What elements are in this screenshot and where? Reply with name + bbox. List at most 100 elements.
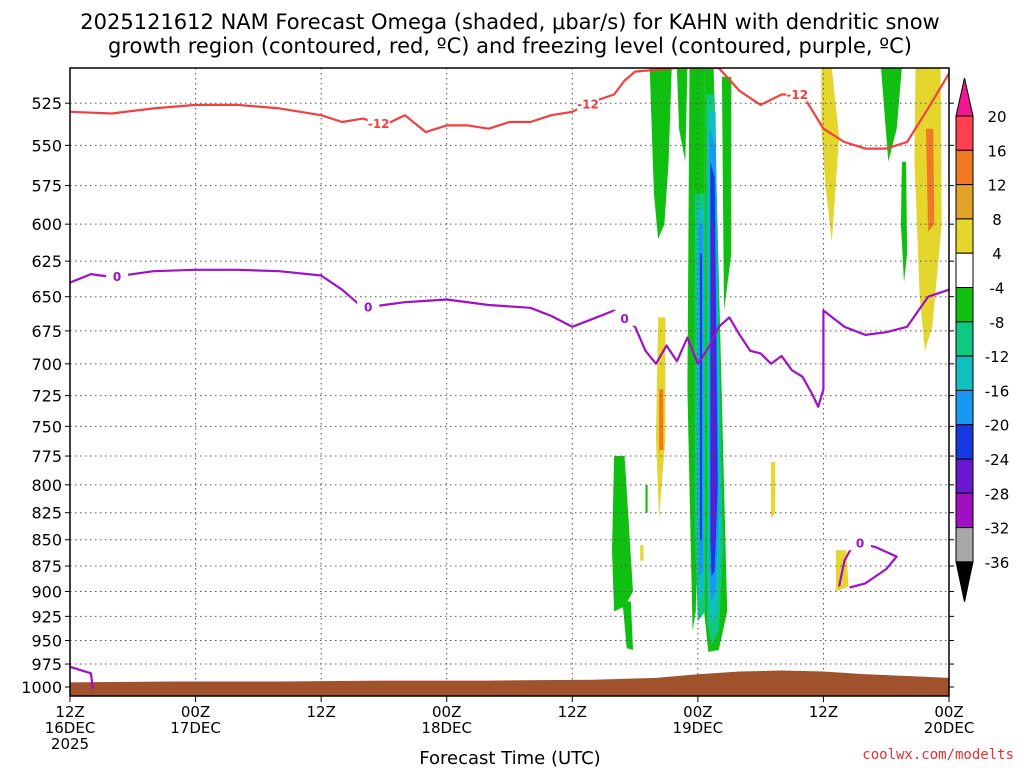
- colorbar-top-arrow: [955, 77, 974, 117]
- x-tick-label: 12Z: [306, 703, 335, 721]
- contour-label: 0: [113, 270, 121, 284]
- y-tick-label: 825: [31, 504, 62, 523]
- colorbar-label: -8: [990, 314, 1005, 332]
- contour-label-bg: [786, 86, 809, 102]
- colorbar-swatch: [955, 424, 974, 460]
- y-tick-label: 700: [31, 355, 62, 374]
- y-tick-label: 800: [31, 476, 62, 495]
- plot-frame: [69, 67, 950, 697]
- y-tick-label: 875: [31, 557, 62, 576]
- contour-line: [70, 268, 949, 408]
- contour-line: [70, 665, 95, 689]
- x-axis-label: Forecast Time (UTC): [419, 748, 600, 768]
- x-tick-label: 00Z: [432, 703, 461, 721]
- x-tick-label: 19DEC: [673, 719, 724, 737]
- omega-shade-region: [721, 76, 732, 311]
- y-tick-label: 550: [31, 136, 62, 155]
- grid-lines: [69, 68, 950, 696]
- colorbar-swatch: [955, 218, 974, 254]
- colorbar-swatch: [955, 115, 974, 151]
- contour-label-bg: [106, 268, 129, 284]
- colorbar-label: -28: [985, 485, 1010, 503]
- terrain: [70, 670, 949, 696]
- y-axis: 525 550 575 600 625 650 675 700 725 750 775 800 825 8…: [21, 94, 954, 697]
- colorbar-label: 12: [987, 177, 1006, 195]
- colorbar-swatch: [955, 252, 974, 288]
- y-tick-label: 900: [31, 583, 62, 602]
- contour-label-bg: [849, 535, 872, 551]
- contour-lines: [70, 68, 949, 689]
- omega-shade-region: [622, 601, 633, 650]
- colorbar-label: 16: [987, 142, 1006, 160]
- y-tick-label: 850: [31, 531, 62, 550]
- y-tick-label: 625: [31, 252, 62, 271]
- colorbar-swatch: [955, 458, 974, 494]
- x-tick-label: 00Z: [934, 703, 963, 721]
- contour-line: [838, 540, 898, 589]
- contour-label: 0: [620, 312, 628, 326]
- colorbar-label: -12: [985, 348, 1010, 366]
- colorbar-swatch: [955, 184, 974, 220]
- colorbar-swatch: [955, 149, 974, 186]
- contour-label: 0: [364, 301, 372, 315]
- y-tick-label: 750: [31, 417, 62, 436]
- x-tick-label: 20DEC: [924, 719, 975, 737]
- y-tick-label: 950: [31, 632, 62, 651]
- x-tick-label: 17DEC: [170, 719, 221, 737]
- y-tick-label: 675: [31, 322, 62, 341]
- x-tick-label: 12Z: [558, 703, 587, 721]
- colorbar-swatch: [955, 389, 974, 426]
- chart-title-line-2: growth region (contoured, red, ºC) and f…: [108, 34, 912, 58]
- colorbar-label: 8: [992, 211, 1002, 229]
- omega-shade-region: [676, 68, 688, 162]
- y-tick-label: 600: [31, 215, 62, 234]
- colorbar-label: -20: [985, 417, 1010, 435]
- credit-text: coolwx.com/modelts: [862, 747, 1014, 763]
- colorbar-swatch: [955, 527, 974, 563]
- x-tick-label: 18DEC: [421, 719, 472, 737]
- contour-label: -12: [368, 117, 390, 131]
- y-tick-label: 525: [31, 94, 62, 113]
- omega-shade-region: [926, 128, 935, 232]
- omega-shade-region: [821, 68, 840, 243]
- omega-shade-region: [659, 389, 664, 451]
- y-tick-label: 650: [31, 288, 62, 307]
- colorbar-swatch: [955, 321, 974, 357]
- omega-shade-region: [700, 253, 702, 540]
- colorbar-label: -32: [985, 520, 1010, 538]
- colorbar-label: 4: [992, 245, 1002, 263]
- contour-label-bg: [576, 96, 599, 112]
- contour-label: -12: [786, 88, 808, 102]
- chart-title-line-1: 2025121612 NAM Forecast Omega (shaded, μ…: [80, 10, 939, 34]
- x-tick-label: 16DEC: [45, 719, 96, 737]
- contour-label-bg: [613, 310, 636, 326]
- x-tick-label: 12Z: [55, 703, 84, 721]
- x-tick-label: 00Z: [683, 703, 712, 721]
- y-tick-label: 1000: [21, 678, 62, 697]
- omega-shade-region: [612, 456, 633, 612]
- colorbar-label: 20: [987, 108, 1006, 126]
- y-tick-label: 775: [31, 447, 62, 466]
- colorbar-label: -24: [985, 451, 1010, 469]
- colorbar-swatch: [955, 492, 974, 529]
- contour-label-bg: [357, 299, 380, 315]
- colorbar-label: -4: [990, 280, 1005, 298]
- colorbar-bottom-arrow: [955, 561, 974, 603]
- omega-shade-region: [771, 461, 776, 519]
- omega-shade-region: [649, 68, 672, 240]
- chart-title: 2025121612 NAM Forecast Omega (shaded, μ…: [80, 10, 939, 58]
- contour-line: [70, 68, 949, 150]
- colorbar-label: -36: [985, 554, 1010, 572]
- colorbar-swatch: [955, 355, 974, 391]
- contour-labels: -12 -12 -12 0 0 0 0: [106, 86, 872, 551]
- terrain-fill: [70, 670, 949, 696]
- y-tick-label: 925: [31, 607, 62, 626]
- x-tick-label: 00Z: [181, 703, 210, 721]
- x-tick-label: 12Z: [809, 703, 838, 721]
- contour-label: 0: [856, 537, 864, 551]
- x-tick-label: 2025: [51, 735, 89, 753]
- contour-label-bg: [367, 115, 390, 131]
- colorbar-swatch: [955, 287, 974, 323]
